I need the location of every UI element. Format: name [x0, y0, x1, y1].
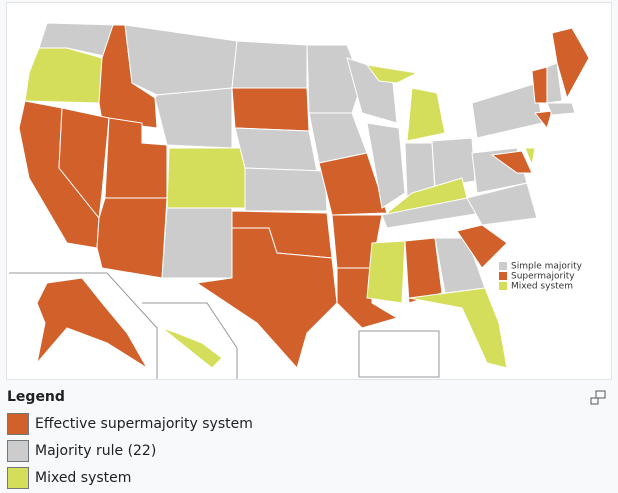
state [524, 147, 536, 167]
state [244, 167, 328, 212]
state [166, 147, 246, 209]
state [234, 127, 318, 172]
legend-item: Effective supermajority system [7, 412, 253, 436]
state [406, 87, 446, 142]
legend-item: Majority rule (22) [7, 439, 156, 463]
swatch [499, 282, 507, 290]
state [551, 27, 590, 100]
us-map: Simple majority Supermajority Mixed syst… [9, 22, 590, 379]
state [38, 22, 118, 59]
state [161, 207, 233, 279]
state [231, 40, 308, 89]
state [36, 277, 148, 369]
inset-border [9, 272, 158, 379]
state [58, 107, 110, 220]
map-image: Simple majority Supermajority Mixed syst… [6, 2, 612, 380]
inset-border [142, 302, 238, 379]
inset-legend-label: Supermajority [511, 272, 575, 282]
territory-inset [358, 330, 440, 378]
swatch [499, 272, 507, 280]
state [104, 117, 168, 199]
state [231, 87, 310, 132]
state [531, 66, 548, 104]
legend-item: Mixed system [7, 466, 131, 490]
legend-label: Majority rule (22) [35, 443, 157, 459]
enlarge-icon[interactable] [590, 390, 606, 406]
inset-legend-label: Simple majority [511, 262, 583, 272]
state [195, 227, 338, 370]
legend-label: Effective supermajority system [35, 416, 253, 432]
state [534, 110, 553, 130]
state [154, 87, 233, 149]
state [24, 47, 103, 104]
swatch [499, 262, 507, 270]
state [466, 182, 538, 226]
inset-legend: Simple majority Supermajority Mixed syst… [499, 262, 583, 292]
state [546, 62, 563, 104]
state [366, 122, 406, 209]
state [365, 64, 419, 84]
state [471, 82, 543, 139]
legend-title: Legend [7, 389, 65, 405]
state [161, 327, 223, 369]
state [96, 197, 168, 279]
state [124, 24, 238, 96]
state [456, 224, 508, 269]
state [404, 237, 443, 304]
state [490, 150, 533, 174]
legend-label: Mixed system [35, 470, 132, 486]
inset-legend-label: Mixed system [511, 282, 573, 292]
state [546, 102, 576, 116]
state [408, 287, 508, 369]
state [366, 240, 406, 304]
